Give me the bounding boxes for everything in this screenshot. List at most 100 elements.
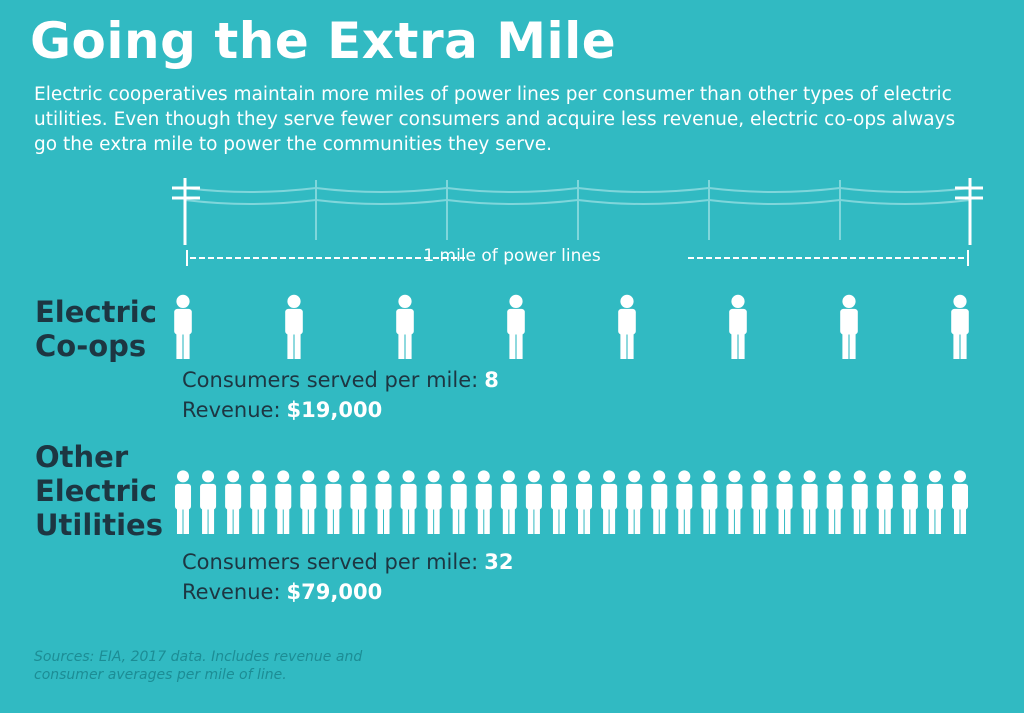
consumers-label: Consumers served per mile:	[182, 550, 479, 574]
torso	[174, 308, 192, 335]
torso	[450, 483, 467, 510]
leg	[427, 506, 434, 534]
head	[603, 470, 616, 483]
head	[477, 470, 490, 483]
consumers-value: 8	[484, 368, 499, 392]
power-lines	[184, 180, 971, 240]
head	[509, 294, 523, 308]
leg	[202, 506, 208, 534]
leg	[703, 506, 709, 534]
torso	[550, 483, 567, 510]
head	[227, 470, 240, 483]
person-icon	[300, 470, 317, 534]
person-icon	[450, 470, 467, 534]
leg	[778, 506, 785, 534]
leg	[903, 506, 910, 534]
torso	[525, 483, 542, 510]
person-icon	[601, 470, 618, 534]
leg	[252, 506, 258, 534]
head	[853, 470, 866, 483]
leg	[803, 506, 810, 534]
head	[287, 294, 301, 308]
head	[252, 470, 265, 483]
head	[402, 470, 415, 483]
person-icon	[425, 470, 442, 534]
head	[202, 470, 215, 483]
person-icon	[801, 470, 818, 534]
torso	[926, 483, 943, 510]
leg	[910, 506, 916, 534]
leg	[398, 331, 405, 359]
head	[928, 470, 941, 483]
leg	[734, 506, 741, 534]
scale-label: 1 mile of power lines	[423, 246, 601, 266]
torso	[676, 483, 693, 510]
head	[176, 294, 190, 308]
person-icon	[951, 470, 969, 534]
leg	[277, 506, 283, 534]
head	[842, 294, 856, 308]
leg	[960, 331, 967, 359]
revenue-value: $19,000	[286, 398, 383, 422]
torso	[876, 483, 893, 510]
person-icon	[626, 470, 643, 534]
person-icon	[901, 470, 918, 534]
leg	[527, 506, 534, 534]
torso	[375, 483, 392, 510]
leg	[728, 506, 734, 534]
leg	[953, 506, 960, 534]
revenue-stat: Revenue: $79,000	[182, 580, 382, 604]
head	[427, 470, 440, 483]
person-icon	[826, 470, 843, 534]
person-icon	[396, 294, 414, 359]
leg	[960, 506, 967, 534]
leg	[283, 506, 290, 534]
person-icon	[375, 470, 392, 534]
leg	[753, 506, 759, 534]
leg	[208, 506, 215, 534]
leg	[853, 506, 860, 534]
leg	[885, 506, 891, 534]
leg	[559, 506, 565, 534]
leg	[509, 506, 515, 534]
leg	[294, 331, 301, 359]
torso	[500, 483, 517, 510]
head	[352, 470, 365, 483]
person-icon	[285, 294, 303, 359]
leg	[578, 506, 584, 534]
leg	[953, 331, 960, 359]
leg	[258, 506, 265, 534]
head	[302, 470, 315, 483]
leg	[459, 506, 465, 534]
leg	[738, 331, 745, 359]
leg	[534, 506, 540, 534]
leg	[653, 506, 659, 534]
torso	[300, 483, 317, 510]
revenue-label: Revenue:	[182, 398, 281, 422]
leg	[176, 331, 183, 359]
leg	[659, 506, 666, 534]
torso	[174, 483, 192, 510]
leg	[183, 506, 190, 534]
dimension-line	[186, 250, 969, 266]
torso	[601, 483, 618, 510]
leg	[183, 331, 190, 359]
person-icon	[576, 470, 593, 534]
leg	[409, 506, 415, 534]
person-icon	[751, 470, 768, 534]
head	[728, 470, 741, 483]
head	[803, 470, 816, 483]
head	[620, 294, 634, 308]
head	[398, 294, 412, 308]
leg	[402, 506, 409, 534]
torso	[425, 483, 442, 510]
person-icon	[400, 470, 417, 534]
leg	[627, 331, 634, 359]
group-name: Electric Co-ops	[35, 295, 157, 363]
leg	[308, 506, 315, 534]
leg	[509, 331, 516, 359]
person-icon	[618, 294, 636, 359]
head	[277, 470, 290, 483]
person-icon	[350, 470, 367, 534]
person-icon	[475, 470, 492, 534]
